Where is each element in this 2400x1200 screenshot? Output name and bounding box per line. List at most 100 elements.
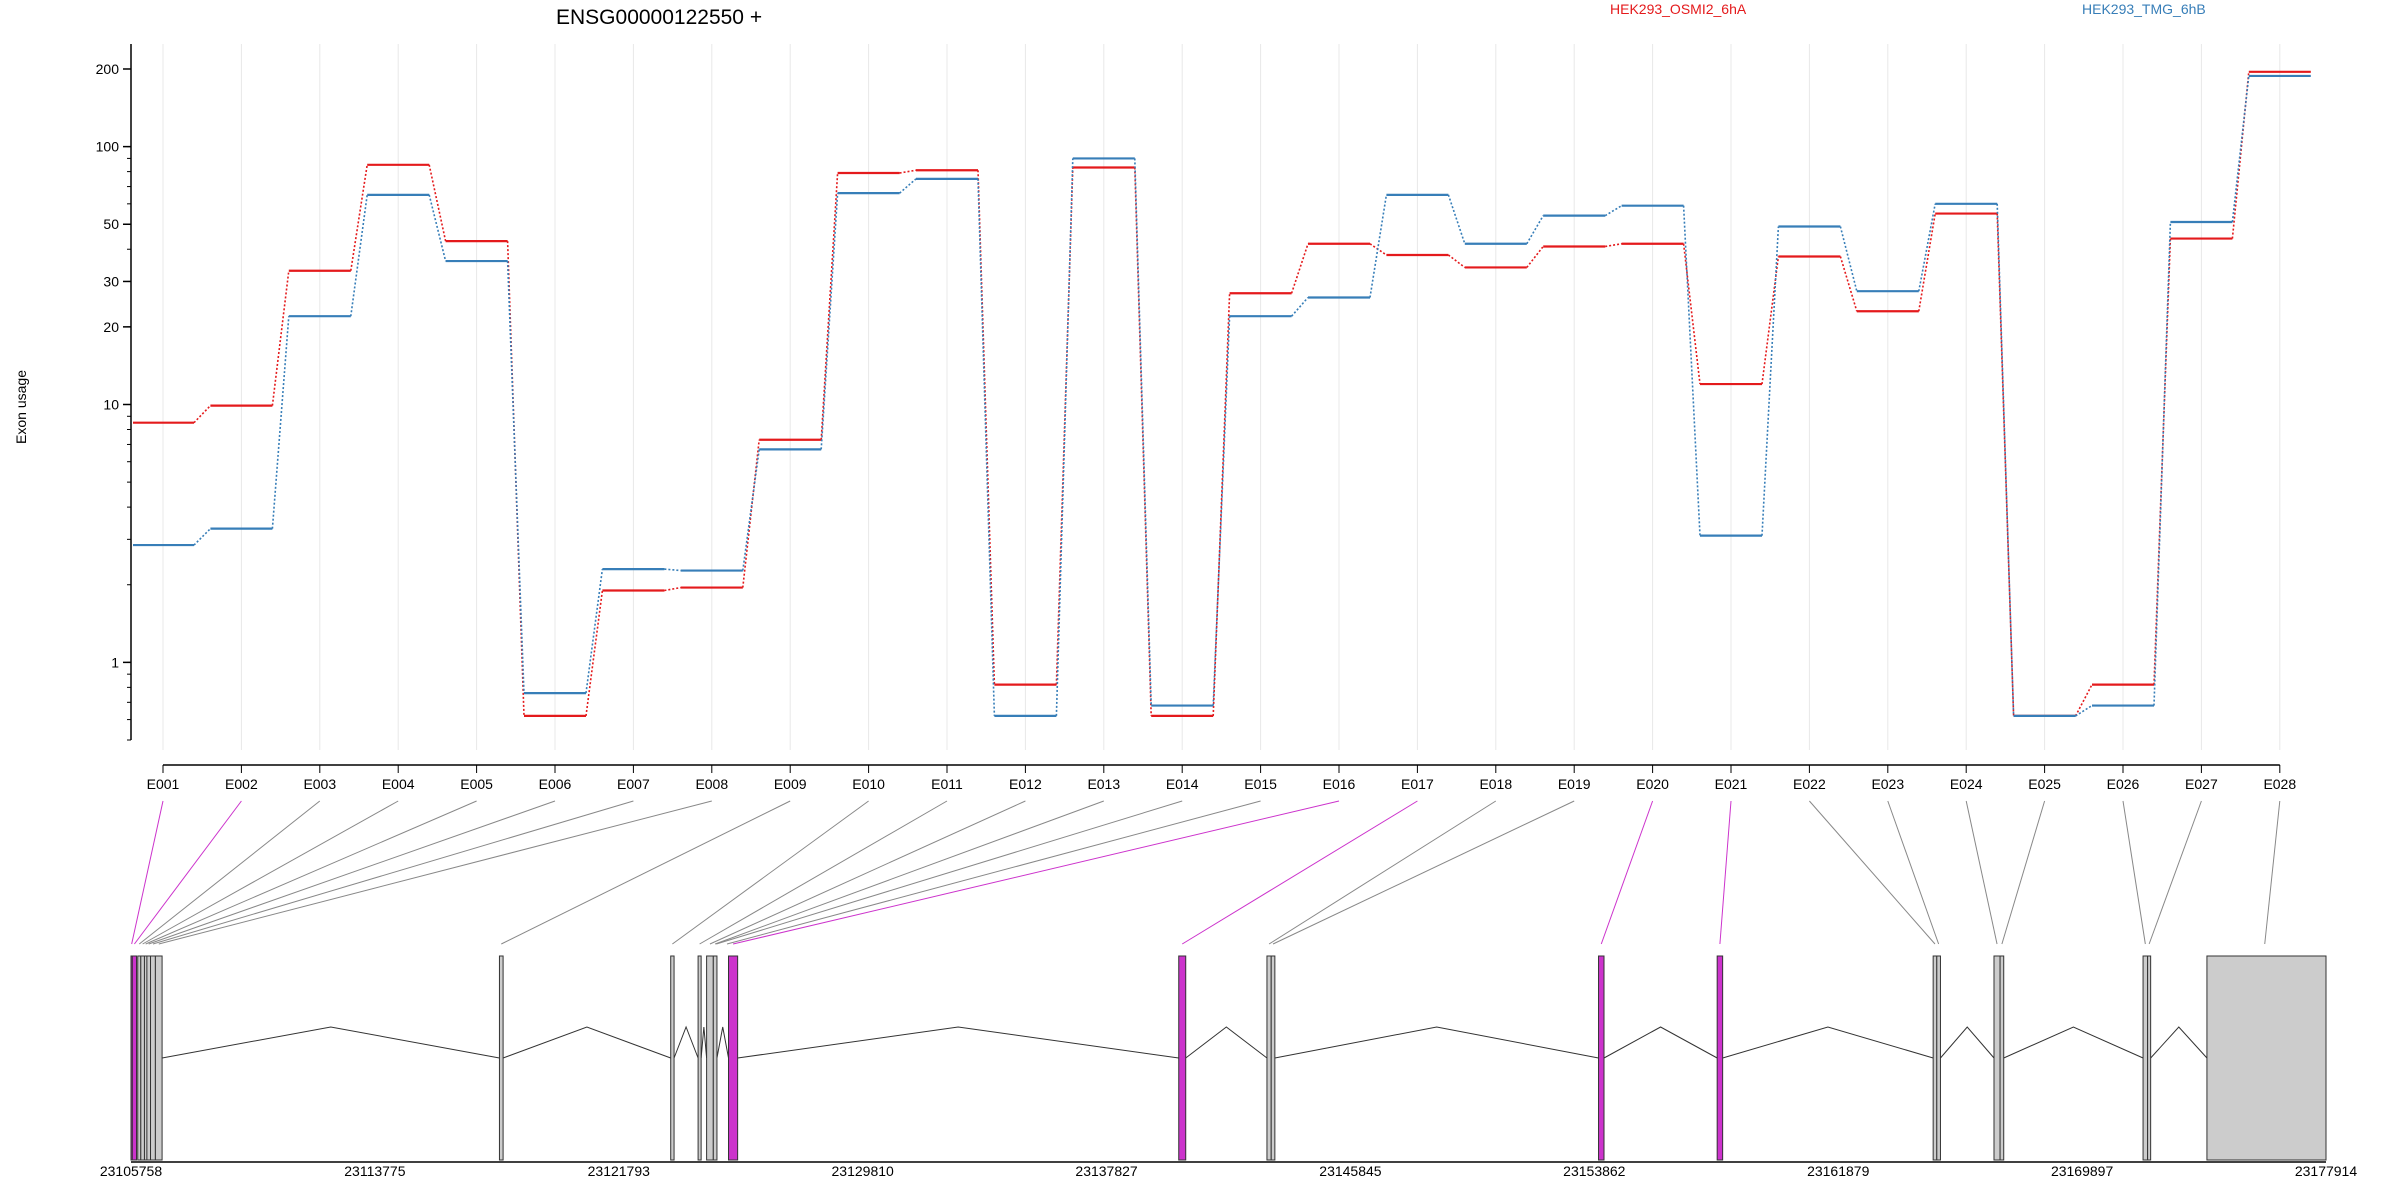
exon-connector-line	[1719, 800, 1732, 945]
exon-connector-line	[134, 800, 242, 945]
genomic-tick-label: 23169897	[2051, 1163, 2114, 1179]
intron-line	[161, 1026, 500, 1059]
intron-line	[1940, 1026, 1995, 1059]
legend-label-series-2: HEK293_TMG_6hB	[2082, 1, 2206, 17]
legend-label-series-1: HEK293_OSMI2_6hA	[1610, 1, 1747, 17]
genomic-tick-label: 23153862	[1563, 1163, 1626, 1179]
series-connector	[1761, 256, 1780, 385]
exon-block	[2142, 955, 2149, 1161]
genomic-tick-label: 23137827	[1075, 1163, 1138, 1179]
series-connector	[1526, 215, 1544, 245]
y-tick-label: 50	[103, 216, 119, 232]
x-tick-label: E014	[1166, 776, 1199, 792]
series-connector	[585, 590, 604, 717]
exon-block	[498, 955, 504, 1161]
exon-block	[1266, 955, 1272, 1161]
exon-connector-line	[2264, 800, 2281, 945]
series-connector	[820, 193, 839, 450]
series-connector	[1134, 158, 1152, 706]
x-tick-label: E009	[774, 776, 807, 792]
exon-block	[670, 955, 675, 1161]
x-tick-label: E006	[539, 776, 572, 792]
exon-block	[1936, 955, 1941, 1161]
series-connector	[1134, 167, 1152, 716]
genomic-tick-label: 23145845	[1319, 1163, 1382, 1179]
series-connector	[1212, 316, 1231, 706]
series-connector	[899, 169, 917, 174]
series-2	[133, 74, 2311, 718]
y-axis-label: Exon usage	[13, 370, 29, 444]
genomic-tick-label: 23129810	[832, 1163, 895, 1179]
y-tick-label: 1	[111, 654, 119, 670]
x-tick-label: E026	[2107, 776, 2140, 792]
exon-block-highlighted	[1178, 955, 1187, 1161]
x-tick-label: E016	[1323, 776, 1356, 792]
x-tick-label: E024	[1950, 776, 1983, 792]
y-tick-label: 200	[96, 61, 120, 77]
exon-connector-line	[501, 800, 791, 945]
y-tick-label: 100	[96, 139, 120, 155]
exon-connector-line	[152, 800, 634, 945]
series-connector	[271, 316, 290, 529]
genomic-tick-label: 23161879	[1807, 1163, 1870, 1179]
series-connector	[1290, 243, 1309, 294]
exon-connector-line	[1268, 800, 1497, 945]
series-connector	[1369, 194, 1388, 298]
x-tick-label: E004	[382, 776, 415, 792]
x-tick-label: E019	[1558, 776, 1591, 792]
series-connector	[1447, 254, 1466, 269]
series-connector	[1055, 158, 1074, 716]
intron-line	[1185, 1026, 1268, 1059]
exon-block-highlighted	[1716, 955, 1724, 1161]
x-tick-label: E022	[1793, 776, 1826, 792]
x-tick-label: E028	[2263, 776, 2296, 792]
x-tick-label: E010	[852, 776, 885, 792]
series-lines	[133, 70, 2311, 718]
exon-connector-line	[1887, 800, 1940, 945]
exon-connector-line	[145, 800, 477, 945]
exon-block	[146, 955, 152, 1161]
intron-line	[1722, 1026, 1934, 1059]
exon-connector-line	[716, 800, 1183, 945]
intron-line	[716, 1026, 730, 1059]
exon-connector-line	[714, 800, 1104, 945]
series-connector	[1290, 296, 1309, 317]
y-tick-label: 20	[103, 319, 119, 335]
exon-block	[2147, 955, 2152, 1161]
genomic-tick-label: 23177914	[2295, 1163, 2358, 1179]
x-tick-label: E005	[460, 776, 493, 792]
series-connector	[1604, 205, 1623, 217]
x-tick-label: E023	[1871, 776, 1904, 792]
exon-connector-line	[148, 800, 556, 945]
series-connector	[820, 172, 839, 440]
exon-block	[154, 955, 163, 1161]
exon-block	[706, 955, 714, 1161]
series-connector	[350, 194, 368, 317]
x-tick-label: E012	[1009, 776, 1042, 792]
exon-block	[712, 955, 718, 1161]
exon-connector-line	[2122, 800, 2146, 945]
series-connector	[506, 261, 525, 694]
exon-block-highlighted	[1598, 955, 1605, 1161]
series-connector	[1212, 293, 1231, 716]
series-connector	[742, 439, 760, 588]
intron-line	[700, 1026, 708, 1059]
series-connector	[2075, 704, 2093, 717]
exon-connector-line	[732, 800, 1340, 945]
exon-block	[1932, 955, 1938, 1161]
exon-block	[1993, 955, 2001, 1161]
series-connector	[193, 528, 211, 546]
series-connector	[271, 270, 290, 406]
exon-block	[697, 955, 702, 1161]
x-tick-label: E015	[1244, 776, 1277, 792]
series-connector	[1605, 242, 1622, 248]
series-connector	[1918, 213, 1936, 312]
intron-line	[2003, 1026, 2144, 1059]
exon-connector-line	[158, 800, 712, 945]
series-connector	[1526, 245, 1544, 268]
exon-connector-line	[2148, 800, 2202, 945]
x-tick-label: E027	[2185, 776, 2218, 792]
exon-block	[140, 955, 145, 1161]
x-tick-label: E001	[147, 776, 180, 792]
